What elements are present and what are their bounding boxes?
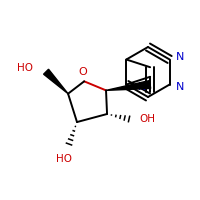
Text: N: N bbox=[138, 82, 146, 92]
Text: OH: OH bbox=[139, 114, 155, 124]
Polygon shape bbox=[106, 81, 151, 90]
Text: N: N bbox=[175, 52, 184, 62]
Text: HO: HO bbox=[56, 154, 72, 164]
Text: N: N bbox=[175, 82, 184, 92]
Polygon shape bbox=[44, 69, 68, 94]
Text: O: O bbox=[79, 67, 88, 77]
Text: HO: HO bbox=[17, 63, 33, 73]
